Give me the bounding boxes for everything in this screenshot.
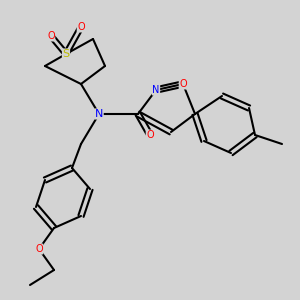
Text: O: O: [179, 79, 187, 89]
Text: N: N: [152, 85, 160, 95]
Text: O: O: [35, 244, 43, 254]
Text: S: S: [62, 49, 70, 59]
Text: O: O: [77, 22, 85, 32]
Text: O: O: [146, 130, 154, 140]
Text: N: N: [95, 109, 103, 119]
Text: O: O: [47, 31, 55, 41]
